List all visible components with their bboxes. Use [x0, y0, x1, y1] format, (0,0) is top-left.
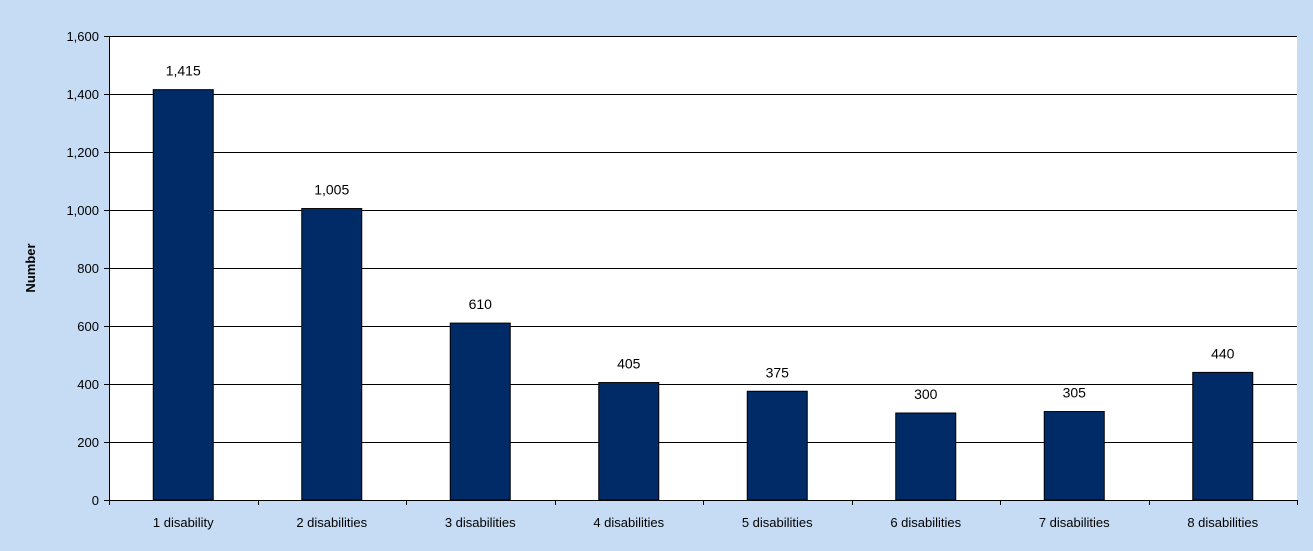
y-tick-label: 1,200: [66, 145, 99, 160]
x-tick-label: 6 disabilities: [890, 515, 961, 530]
x-tick-label: 7 disabilities: [1039, 515, 1110, 530]
bar: [895, 412, 957, 501]
bar: [301, 208, 363, 501]
y-tick-label: 1,400: [66, 87, 99, 102]
x-tick-label: 4 disabilities: [593, 515, 664, 530]
data-label: 1,415: [166, 63, 201, 79]
y-tick-label: 200: [77, 435, 99, 450]
x-tick-label: 8 disabilities: [1187, 515, 1258, 530]
y-tick-label: 800: [77, 261, 99, 276]
bar: [746, 390, 808, 501]
data-label: 405: [617, 356, 641, 372]
x-axis-ticks: 1 disability 2 disabilities 3 disabilities…: [109, 500, 1298, 530]
y-axis-ticks: 0 200 400 600 800 1,000 1,200 1,400 1,600: [66, 29, 109, 508]
x-tick-label: 5 disabilities: [742, 515, 813, 530]
y-tick-label: 1,000: [66, 203, 99, 218]
x-tick-label: 1 disability: [153, 515, 214, 530]
y-tick-label: 0: [92, 493, 99, 508]
bars: [152, 89, 1254, 501]
y-tick-label: 400: [77, 377, 99, 392]
data-labels: 1,415 1,005 610 405 375 300 305 440: [166, 63, 1235, 402]
x-tick-label: 3 disabilities: [445, 515, 516, 530]
bar: [1192, 371, 1254, 501]
y-axis-title: Number: [23, 243, 38, 292]
x-tick-label: 2 disabilities: [296, 515, 367, 530]
data-label: 440: [1211, 345, 1235, 361]
data-label: 305: [1063, 385, 1087, 401]
y-tick-label: 1,600: [66, 29, 99, 44]
data-label: 300: [914, 386, 938, 402]
data-label: 375: [766, 364, 790, 380]
y-tick-label: 600: [77, 319, 99, 334]
data-label: 610: [469, 296, 493, 312]
bar: [449, 322, 511, 501]
bar: [1043, 411, 1105, 501]
bar: [598, 382, 660, 501]
data-label: 1,005: [314, 182, 349, 198]
bar: [152, 89, 214, 501]
